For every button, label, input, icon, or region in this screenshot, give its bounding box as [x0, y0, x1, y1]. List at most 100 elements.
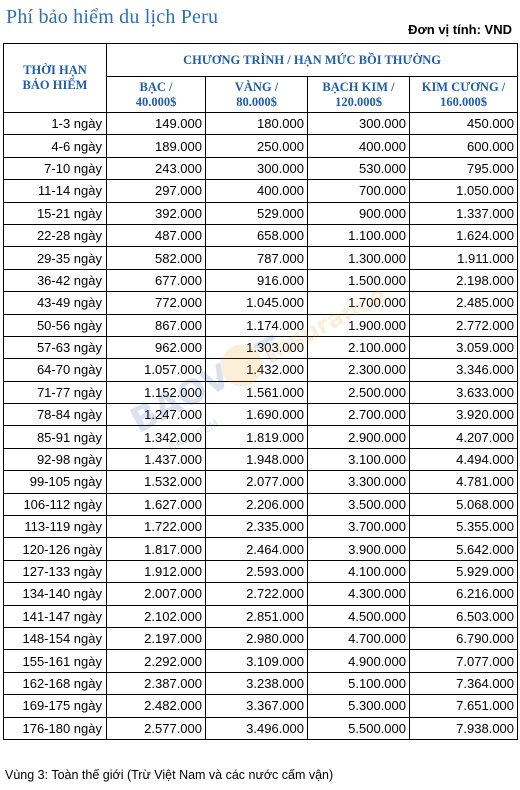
duration-cell: 11-14 ngày [3, 179, 107, 203]
premium-cell: 3.633.000 [408, 380, 519, 405]
premium-cell: 1.911.000 [408, 246, 519, 270]
premium-cell: 1.690.000 [205, 403, 308, 427]
premium-cell: 3.700.000 [307, 515, 410, 539]
premium-cell: 5.300.000 [307, 694, 410, 718]
plan-limit: 160.000$ [440, 94, 487, 109]
duration-cell: 155-161 ngày [3, 649, 107, 673]
premium-cell: 7.077.000 [408, 649, 519, 673]
duration-cell: 50-56 ngày [3, 313, 107, 337]
premium-cell: 4.494.000 [408, 447, 519, 472]
table-row: 141-147 ngày 2.102.000 2.851.000 4.500.000 6… [3, 604, 519, 628]
premium-cell: 1.532.000 [106, 470, 206, 494]
premium-cell: 6.216.000 [408, 582, 519, 606]
premium-cell: 2.700.000 [307, 403, 410, 427]
table-row: 11-14 ngày 297.000 400.000 700.000 1.050.000 [3, 179, 519, 203]
table-row: 99-105 ngày 1.532.000 2.077.000 3.300.000 4.… [3, 470, 519, 494]
premium-cell: 2.500.000 [307, 380, 410, 405]
table-row: 7-10 ngày 243.000 300.000 530.000 795.000 [3, 156, 519, 181]
premium-cell: 7.651.000 [408, 694, 519, 718]
premium-cell: 2.198.000 [408, 268, 519, 293]
premium-cell: 3.059.000 [408, 335, 519, 360]
plan-name: VÀNG / [234, 79, 279, 94]
premium-cell: 487.000 [106, 223, 206, 248]
premium-cell: 867.000 [106, 313, 206, 337]
duration-cell: 120-126 ngày [3, 537, 107, 561]
duration-cell: 169-175 ngày [3, 694, 107, 718]
duration-cell: 22-28 ngày [3, 223, 107, 248]
premium-cell: 1.437.000 [106, 447, 206, 472]
premium-cell: 1.432.000 [205, 358, 308, 382]
premium-cell: 772.000 [106, 291, 206, 315]
premium-cell: 3.300.000 [307, 470, 410, 494]
premium-cell: 2.722.000 [205, 582, 308, 606]
plan-name: BẠC / [139, 79, 173, 94]
premium-cell: 962.000 [106, 335, 206, 360]
premium-cell: 2.593.000 [205, 559, 308, 584]
premium-cell: 2.980.000 [205, 626, 308, 651]
program-header: CHƯƠNG TRÌNH / HẠN MỨC BỒI THƯỜNG [105, 43, 519, 77]
duration-cell: 64-70 ngày [3, 358, 107, 382]
table-row: 162-168 ngày 2.387.000 3.238.000 5.100.000 7… [3, 671, 519, 696]
duration-cell: 57-63 ngày [3, 335, 107, 360]
duration-cell: 7-10 ngày [3, 156, 107, 181]
table-row: 15-21 ngày 392.000 529.000 900.000 1.337.000 [3, 201, 519, 225]
premium-cell: 400.000 [307, 134, 410, 158]
duration-cell: 85-91 ngày [3, 425, 107, 449]
premium-cell: 450.000 [408, 111, 519, 136]
premium-cell: 7.364.000 [408, 671, 519, 696]
table-row: 36-42 ngày 677.000 916.000 1.500.000 2.198.0… [3, 268, 519, 293]
premium-cell: 2.102.000 [106, 604, 206, 628]
premium-cell: 795.000 [408, 156, 519, 181]
premium-cell: 582.000 [106, 246, 206, 270]
premium-cell: 2.206.000 [205, 492, 308, 517]
premium-cell: 1.912.000 [106, 559, 206, 584]
premium-cell: 3.238.000 [205, 671, 308, 696]
premium-cell: 300.000 [307, 111, 410, 136]
table-row: 176-180 ngày 2.577.000 3.496.000 5.500.000 7… [3, 716, 519, 740]
duration-cell: 1-3 ngày [3, 111, 107, 136]
table-row: 169-175 ngày 2.482.000 3.367.000 5.300.000 7… [3, 694, 519, 718]
premium-cell: 677.000 [106, 268, 206, 293]
premium-cell: 1.500.000 [307, 268, 410, 293]
table-row: 4-6 ngày 189.000 250.000 400.000 600.000 [3, 134, 519, 158]
premium-cell: 1.722.000 [106, 515, 206, 539]
table-row: 120-126 ngày 1.817.000 2.464.000 3.900.000 5… [3, 537, 519, 561]
page-title: Phí bảo hiểm du lịch Peru [6, 6, 219, 28]
premium-cell: 1.819.000 [205, 425, 308, 449]
duration-header: THỜI HẠN BẢO HIỂM [3, 43, 107, 113]
plan-header-gold: VÀNG / 80.000$ [205, 76, 308, 113]
table-row: 127-133 ngày 1.912.000 2.593.000 4.100.000 5… [3, 559, 519, 584]
premium-cell: 4.207.000 [408, 425, 519, 449]
premium-cell: 5.500.000 [307, 716, 410, 740]
plan-limit: 40.000$ [135, 94, 177, 109]
premium-cell: 400.000 [205, 179, 308, 203]
table-row: 29-35 ngày 582.000 787.000 1.300.000 1.911.0… [3, 246, 519, 270]
duration-cell: 29-35 ngày [3, 246, 107, 270]
premium-cell: 5.068.000 [408, 492, 519, 517]
premium-table: THỜI HẠN BẢO HIỂM CHƯƠNG TRÌNH / HẠN MỨC… [3, 43, 519, 740]
premium-cell: 149.000 [106, 111, 206, 136]
plan-limit: 80.000$ [236, 94, 277, 109]
premium-cell: 1.152.000 [106, 380, 206, 405]
premium-cell: 900.000 [307, 201, 410, 225]
premium-cell: 2.335.000 [205, 515, 308, 539]
premium-cell: 3.900.000 [307, 537, 410, 561]
program-header-label: CHƯƠNG TRÌNH / HẠN MỨC BỒI THƯỜNG [183, 52, 441, 67]
premium-cell: 3.109.000 [205, 649, 308, 673]
premium-cell: 2.197.000 [106, 626, 206, 651]
premium-cell: 1.247.000 [106, 403, 206, 427]
premium-cell: 1.624.000 [408, 223, 519, 248]
premium-cell: 530.000 [307, 156, 410, 181]
premium-cell: 1.300.000 [307, 246, 410, 270]
duration-cell: 92-98 ngày [3, 447, 107, 472]
duration-cell: 134-140 ngày [3, 582, 107, 606]
table-row: 113-119 ngày 1.722.000 2.335.000 3.700.000 5… [3, 515, 519, 539]
table-row: 50-56 ngày 867.000 1.174.000 1.900.000 2.772… [3, 313, 519, 337]
premium-cell: 3.500.000 [307, 492, 410, 517]
premium-cell: 1.045.000 [205, 291, 308, 315]
plan-header-silver: BẠC / 40.000$ [106, 76, 206, 113]
footer-note: Vùng 3: Toàn thế giới (Trừ Việt Nam và c… [5, 768, 334, 782]
duration-cell: 113-119 ngày [3, 515, 107, 539]
duration-cell: 176-180 ngày [3, 716, 107, 740]
premium-cell: 2.387.000 [106, 671, 206, 696]
